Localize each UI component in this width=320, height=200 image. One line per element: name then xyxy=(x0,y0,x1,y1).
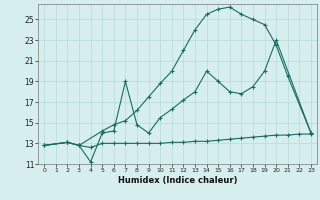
X-axis label: Humidex (Indice chaleur): Humidex (Indice chaleur) xyxy=(118,176,237,185)
